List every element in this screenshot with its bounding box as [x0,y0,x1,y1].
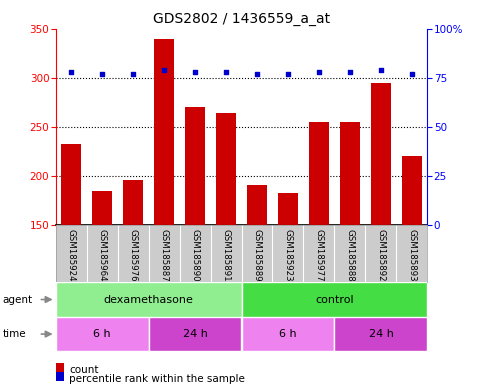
Text: GSM185924: GSM185924 [67,229,75,282]
Bar [123,180,143,225]
Bar [185,107,205,225]
Text: GSM185964: GSM185964 [98,229,107,282]
Point [253,71,261,77]
Text: GSM185893: GSM185893 [408,229,416,282]
Point [67,69,75,75]
Text: GSM185891: GSM185891 [222,229,230,282]
Text: count: count [69,365,99,375]
Bar [149,317,242,351]
Bar [309,122,329,225]
Text: time: time [2,329,26,339]
Text: 6 h: 6 h [279,329,297,339]
Bar [154,38,174,225]
Bar [278,193,298,225]
Point [377,67,385,73]
Point [346,69,354,75]
Bar [242,317,334,351]
Text: GSM185976: GSM185976 [128,229,138,282]
Point [284,71,292,77]
Point [160,67,168,73]
Point [222,69,230,75]
Text: GSM185890: GSM185890 [190,229,199,282]
Bar [242,282,427,317]
Bar [371,83,391,225]
Text: 6 h: 6 h [93,329,111,339]
Text: percentile rank within the sample: percentile rank within the sample [69,374,245,384]
Text: dexamethasone: dexamethasone [103,295,194,305]
Text: GSM185887: GSM185887 [159,229,169,282]
Bar [56,282,242,317]
Point [315,69,323,75]
Bar [334,317,427,351]
Bar [340,122,360,225]
Point [98,71,106,77]
Text: agent: agent [2,295,32,305]
Text: GSM185923: GSM185923 [284,229,293,282]
Bar [247,185,267,225]
Bar [61,144,81,225]
Text: GSM185888: GSM185888 [345,229,355,282]
Point [191,69,199,75]
Title: GDS2802 / 1436559_a_at: GDS2802 / 1436559_a_at [153,12,330,26]
Bar [92,191,112,225]
Text: GSM185977: GSM185977 [314,229,324,282]
Point [129,71,137,77]
Point [408,71,416,77]
Text: GSM185892: GSM185892 [376,229,385,282]
Bar [402,156,422,225]
Text: 24 h: 24 h [369,329,394,339]
Text: GSM185889: GSM185889 [253,229,261,282]
Text: 24 h: 24 h [183,329,208,339]
Bar [56,317,149,351]
Bar [216,113,236,225]
Text: control: control [315,295,354,305]
